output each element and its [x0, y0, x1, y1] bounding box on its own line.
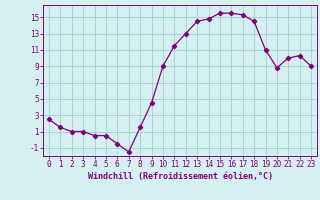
X-axis label: Windchill (Refroidissement éolien,°C): Windchill (Refroidissement éolien,°C) — [87, 172, 273, 181]
